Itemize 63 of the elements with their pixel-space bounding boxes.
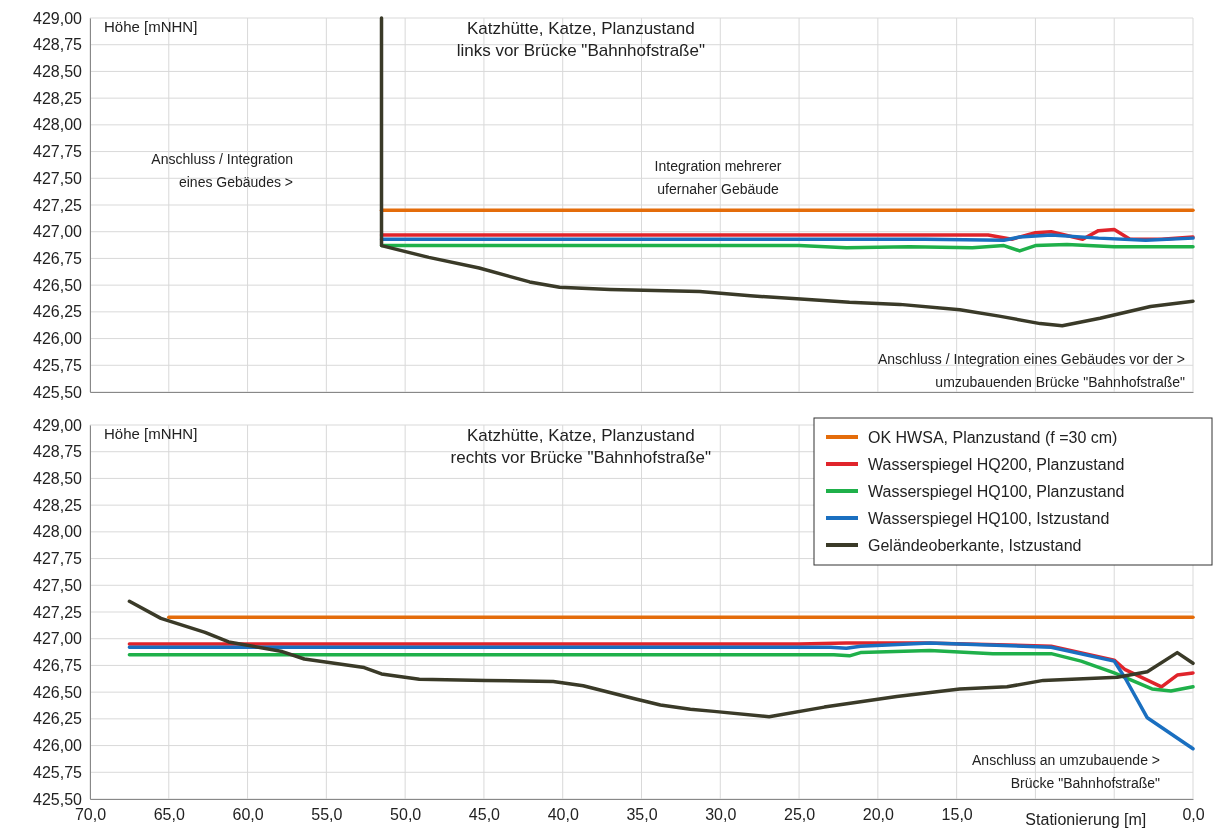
y-tick-label: 426,50 [33, 683, 83, 701]
x-tick-label: 30,0 [705, 806, 737, 824]
line-series [127, 648, 1195, 693]
y-tick-label: 427,00 [33, 630, 83, 648]
x-axis-title: Stationierung [m] [1025, 811, 1147, 828]
annotation: Anschluss an umzubauende > Brücke "Bahnhofstraße" [972, 752, 1161, 791]
y-tick-label: 425,50 [33, 790, 83, 808]
y-tick-label: 426,00 [33, 330, 83, 348]
text: links vor Brücke "Bahnhofstraße" [456, 41, 705, 60]
y-tick-label: 426,50 [33, 276, 83, 294]
x-tick-label: 25,0 [784, 806, 816, 824]
legend-label: Wasserspiegel HQ200, Planzustand [868, 456, 1125, 473]
legend-label: Wasserspiegel HQ100, Istzustand [868, 510, 1110, 527]
line-series [379, 16, 1195, 328]
y-tick-label: 427,50 [33, 169, 83, 187]
line-series [127, 641, 1195, 751]
x-tick-label: 70,0 [74, 806, 107, 824]
x-tick-label: 60,0 [232, 806, 264, 824]
text: rechts vor Brücke "Bahnhofstraße" [450, 448, 712, 467]
x-tick-label: 0,0 [1182, 806, 1205, 824]
y-tick-label: 428,75 [33, 443, 83, 461]
x-tick-label: 35,0 [626, 806, 658, 824]
y-tick-label: 426,75 [33, 657, 83, 675]
y-tick-label: 427,25 [33, 603, 83, 621]
y-tick-label: 428,00 [33, 116, 83, 134]
y-tick-label: 427,00 [33, 223, 83, 241]
y-tick-label: 427,75 [33, 550, 83, 568]
y-tick-label: 428,00 [33, 523, 83, 541]
x-tick-label: 15,0 [941, 806, 973, 824]
line-series [127, 599, 1195, 719]
y-tick-label: 426,75 [33, 250, 83, 268]
y-axis-title: Höhe [mNHN] [104, 425, 198, 442]
y-tick-label: 427,75 [33, 143, 83, 161]
y-tick-label: 427,25 [33, 196, 83, 214]
x-tick-label: 50,0 [390, 806, 422, 824]
x-tick-label: 40,0 [547, 806, 579, 824]
annotation: Integration mehrerer ufernaher Gebäude [654, 158, 782, 197]
y-tick-label: 425,75 [33, 356, 83, 374]
x-tick-label: 45,0 [468, 806, 501, 824]
chart-title: Katzhütte, Katze, Planzustand [466, 19, 695, 38]
y-axis-title: Höhe [mNHN] [104, 18, 198, 35]
y-tick-label: 426,00 [33, 737, 83, 755]
legend-label: Wasserspiegel HQ100, Planzustand [868, 483, 1125, 500]
y-tick-label: 428,50 [33, 63, 83, 81]
annotation: Anschluss / Integration eines Gebäudes > [151, 151, 293, 190]
y-tick-label: 428,75 [33, 36, 83, 54]
y-tick-label: 428,25 [33, 496, 83, 514]
y-tick-label: 428,25 [33, 89, 83, 107]
y-tick-label: 426,25 [33, 710, 83, 728]
legend-label: OK HWSA, Planzustand (f =30 cm) [868, 429, 1118, 446]
annotation: Anschluss / Integration eines Gebäudes vor der > umzubauenden Brücke "Bahnhofstraße" [877, 351, 1186, 390]
x-tick-label: 65,0 [153, 806, 185, 824]
y-tick-label: 425,75 [33, 763, 83, 781]
chart-title: Katzhütte, Katze, Planzustand [466, 426, 695, 445]
x-tick-label: 20,0 [862, 806, 895, 824]
legend-label: Geländeoberkante, Istzustand [868, 537, 1082, 554]
y-tick-label: 425,50 [33, 383, 83, 401]
y-tick-label: 428,50 [33, 470, 83, 488]
y-tick-label: 426,25 [33, 303, 83, 321]
y-tick-label: 427,50 [33, 576, 83, 594]
y-tick-label: 429,00 [33, 9, 83, 27]
x-tick-label: 55,0 [311, 806, 343, 824]
y-tick-label: 429,00 [33, 416, 83, 434]
